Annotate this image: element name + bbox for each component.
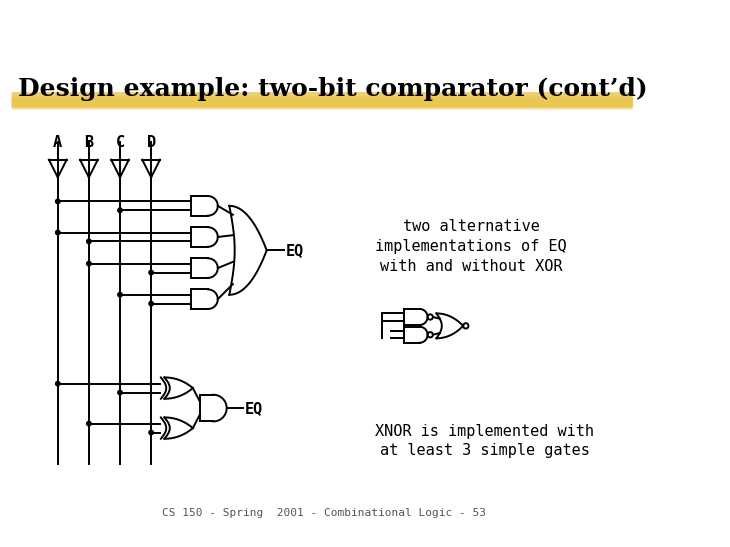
Circle shape — [149, 430, 153, 435]
Circle shape — [118, 208, 122, 213]
FancyBboxPatch shape — [12, 92, 633, 108]
Text: C: C — [115, 135, 125, 150]
FancyBboxPatch shape — [12, 97, 633, 110]
Text: EQ: EQ — [245, 400, 263, 416]
Text: A: A — [53, 135, 62, 150]
Circle shape — [149, 301, 153, 306]
Circle shape — [149, 270, 153, 275]
Text: B: B — [85, 135, 93, 150]
Circle shape — [55, 230, 60, 235]
Text: Design example: two-bit comparator (cont’d): Design example: two-bit comparator (cont… — [18, 77, 648, 101]
Text: XNOR is implemented with
at least 3 simple gates: XNOR is implemented with at least 3 simp… — [375, 423, 594, 458]
Circle shape — [87, 421, 91, 426]
Circle shape — [118, 293, 122, 297]
Circle shape — [87, 239, 91, 243]
Circle shape — [87, 261, 91, 266]
Circle shape — [55, 199, 60, 203]
Text: two alternative
implementations of EQ
with and without XOR: two alternative implementations of EQ wi… — [375, 219, 567, 274]
Circle shape — [55, 381, 60, 386]
Text: EQ: EQ — [286, 243, 304, 258]
Circle shape — [118, 391, 122, 395]
FancyBboxPatch shape — [12, 96, 633, 107]
Text: D: D — [147, 135, 155, 150]
Text: CS 150 - Spring  2001 - Combinational Logic - 53: CS 150 - Spring 2001 - Combinational Log… — [163, 508, 486, 518]
